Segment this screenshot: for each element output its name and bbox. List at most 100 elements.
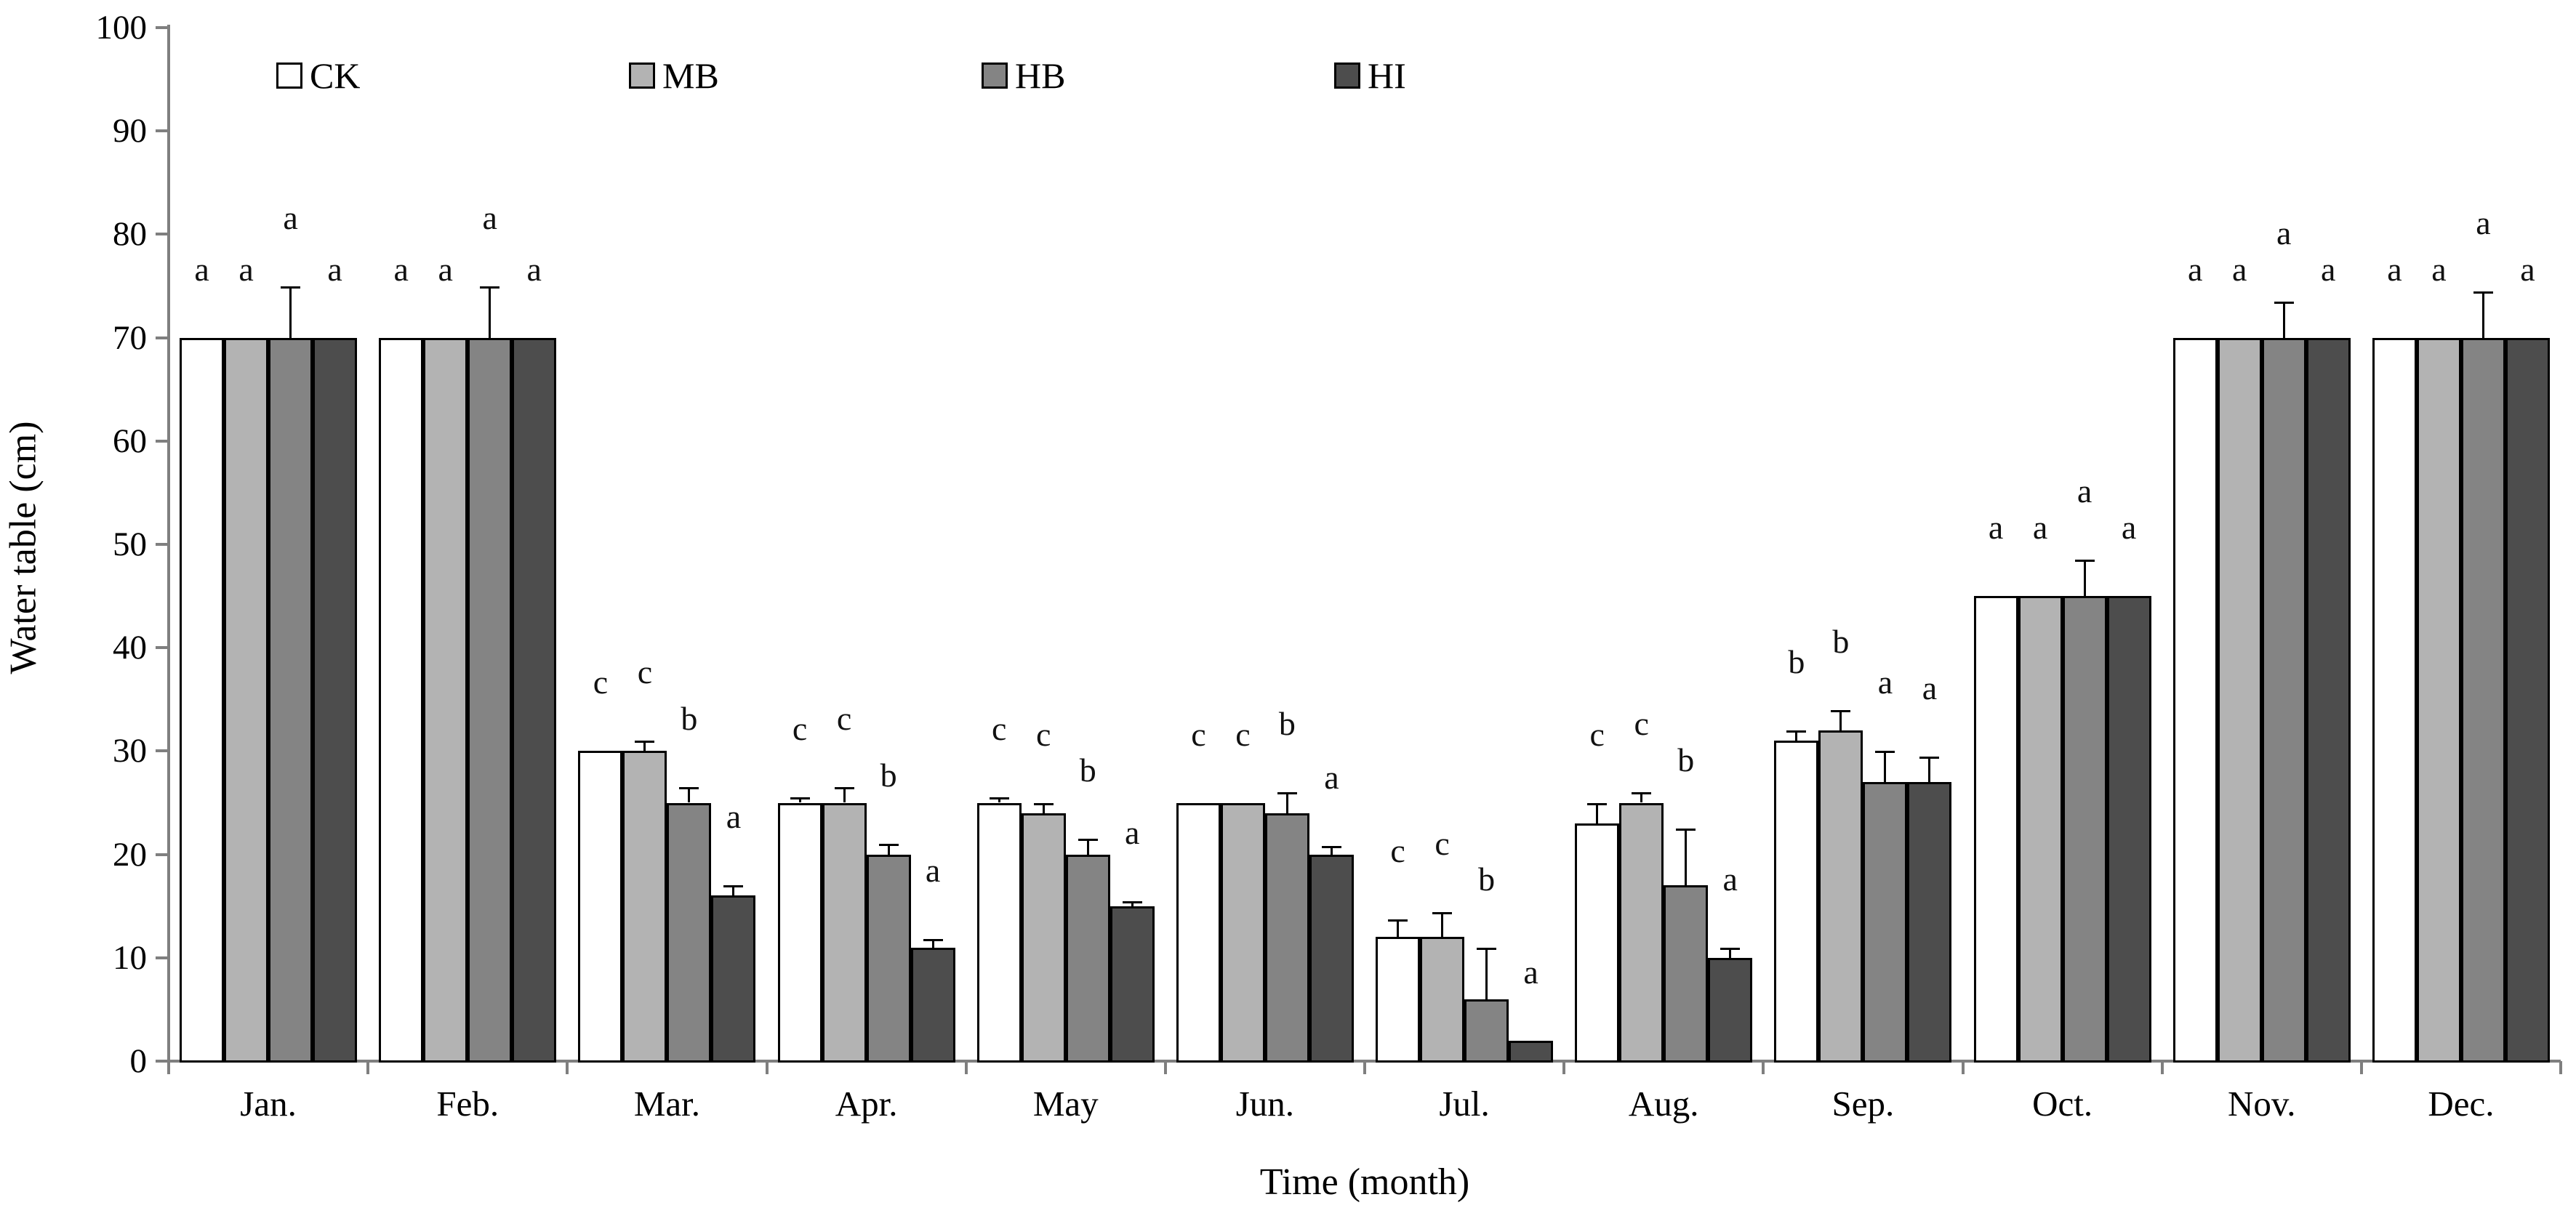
x-axis-title: Time (month) — [1259, 1161, 1470, 1203]
bar-hi-Jan — [313, 337, 358, 1063]
x-axis-tick — [1961, 1061, 1965, 1074]
y-axis-tick — [156, 336, 167, 339]
bar-hi-Nov — [2306, 337, 2351, 1063]
y-axis-tick — [156, 853, 167, 856]
sig-letter: a — [925, 852, 941, 890]
bar-ck-Feb — [379, 337, 424, 1063]
bar-hi-Sep — [1907, 782, 1952, 1063]
y-tick-label: 80 — [113, 215, 147, 254]
sig-letter: b — [1079, 751, 1096, 789]
legend-label-hi: HI — [1368, 55, 1406, 96]
x-category-label: Mar. — [633, 1084, 700, 1124]
sig-letter: a — [526, 250, 542, 288]
sig-letter: c — [992, 710, 1007, 748]
y-tick-label: 0 — [129, 1042, 148, 1080]
bar-hi-Dec — [2505, 337, 2550, 1063]
error-bar-cap — [923, 939, 943, 942]
error-bar-cap — [635, 741, 655, 744]
error-bar — [732, 885, 735, 896]
x-axis-tick — [2559, 1061, 2562, 1074]
sig-letter: a — [2520, 250, 2535, 288]
x-category-label: Jan. — [240, 1084, 297, 1124]
error-bar — [1042, 802, 1045, 813]
x-category-label: Nov. — [2228, 1084, 2296, 1124]
x-axis-tick — [1163, 1061, 1167, 1074]
bar-ck-Jul — [1376, 937, 1421, 1063]
sig-letter: a — [327, 250, 342, 288]
y-tick-label: 60 — [113, 422, 147, 460]
bar-ck-Jun — [1176, 802, 1221, 1063]
bar-ck-May — [976, 802, 1022, 1063]
bar-mb-Mar — [622, 751, 667, 1063]
bar-hb-Apr — [866, 854, 911, 1063]
bar-hi-Oct — [2106, 596, 2151, 1063]
sig-letter: c — [593, 664, 609, 701]
x-category-label: Feb. — [436, 1084, 499, 1124]
sig-letter: a — [2431, 250, 2447, 288]
error-bar — [2282, 301, 2285, 338]
sig-letter: c — [1235, 715, 1251, 753]
y-tick-label: 10 — [113, 938, 147, 977]
x-category-label: Jun. — [1235, 1084, 1295, 1124]
error-bar-cap — [1122, 900, 1142, 903]
legend-label-hb: HB — [1015, 55, 1066, 96]
error-bar-cap — [1875, 751, 1895, 754]
bar-hb-Aug — [1664, 885, 1709, 1063]
sig-letter: a — [393, 250, 409, 288]
y-tick-label: 30 — [113, 732, 147, 770]
error-bar — [1884, 751, 1887, 783]
y-axis-tick — [156, 749, 167, 753]
error-bar — [1485, 947, 1488, 999]
sig-letter: a — [438, 250, 453, 288]
error-bar-cap — [1078, 839, 1098, 842]
y-axis-tick — [156, 543, 167, 546]
sig-letter: a — [1722, 860, 1738, 898]
error-bar-cap — [1033, 802, 1054, 805]
bar-hi-Apr — [910, 947, 955, 1063]
error-bar-cap — [1388, 919, 1408, 922]
y-tick-label: 20 — [113, 835, 147, 874]
y-axis-tick — [156, 439, 167, 443]
hb-swatch-icon — [982, 63, 1008, 89]
sig-letter: a — [1125, 813, 1140, 851]
sig-letter: a — [2276, 214, 2292, 251]
error-bar-cap — [1676, 829, 1696, 831]
error-bar — [1330, 846, 1333, 855]
legend-item-mb: MB — [629, 57, 719, 94]
sig-letter: c — [836, 700, 852, 738]
x-axis-tick — [2160, 1061, 2164, 1074]
bar-mb-Nov — [2217, 337, 2262, 1063]
mb-swatch-icon — [629, 63, 655, 89]
bar-ck-Jan — [180, 337, 225, 1063]
sig-letter: c — [792, 710, 808, 748]
bar-mb-Sep — [1818, 730, 1863, 1063]
bar-ck-Oct — [1973, 596, 2018, 1063]
x-axis-tick — [765, 1061, 769, 1074]
sig-letter: b — [1788, 642, 1805, 680]
bar-mb-Aug — [1619, 802, 1664, 1063]
bar-ck-Dec — [2372, 337, 2417, 1063]
x-axis-tick — [366, 1061, 370, 1074]
sig-letter: a — [482, 198, 497, 236]
error-bar — [1729, 947, 1732, 958]
y-tick-label: 70 — [113, 318, 147, 357]
error-bar — [1131, 900, 1133, 906]
error-bar — [1441, 912, 1444, 938]
bar-hb-Dec — [2460, 337, 2505, 1063]
sig-letter: a — [2321, 250, 2336, 288]
bar-hi-Feb — [512, 337, 557, 1063]
error-bar — [2481, 291, 2484, 338]
sig-letter: a — [1988, 509, 2004, 547]
bar-hb-Jun — [1264, 813, 1309, 1063]
error-bar — [1285, 792, 1288, 813]
error-bar-cap — [1632, 792, 1652, 795]
x-axis-tick — [1363, 1061, 1366, 1074]
bar-mb-Jan — [224, 337, 269, 1063]
y-tick-label: 100 — [95, 9, 148, 47]
sig-letter: c — [637, 653, 653, 691]
error-bar — [1795, 730, 1798, 741]
sig-letter: b — [1832, 622, 1850, 660]
bar-ck-Apr — [777, 802, 822, 1063]
error-bar-cap — [1587, 802, 1608, 805]
y-tick-label: 90 — [113, 112, 147, 150]
